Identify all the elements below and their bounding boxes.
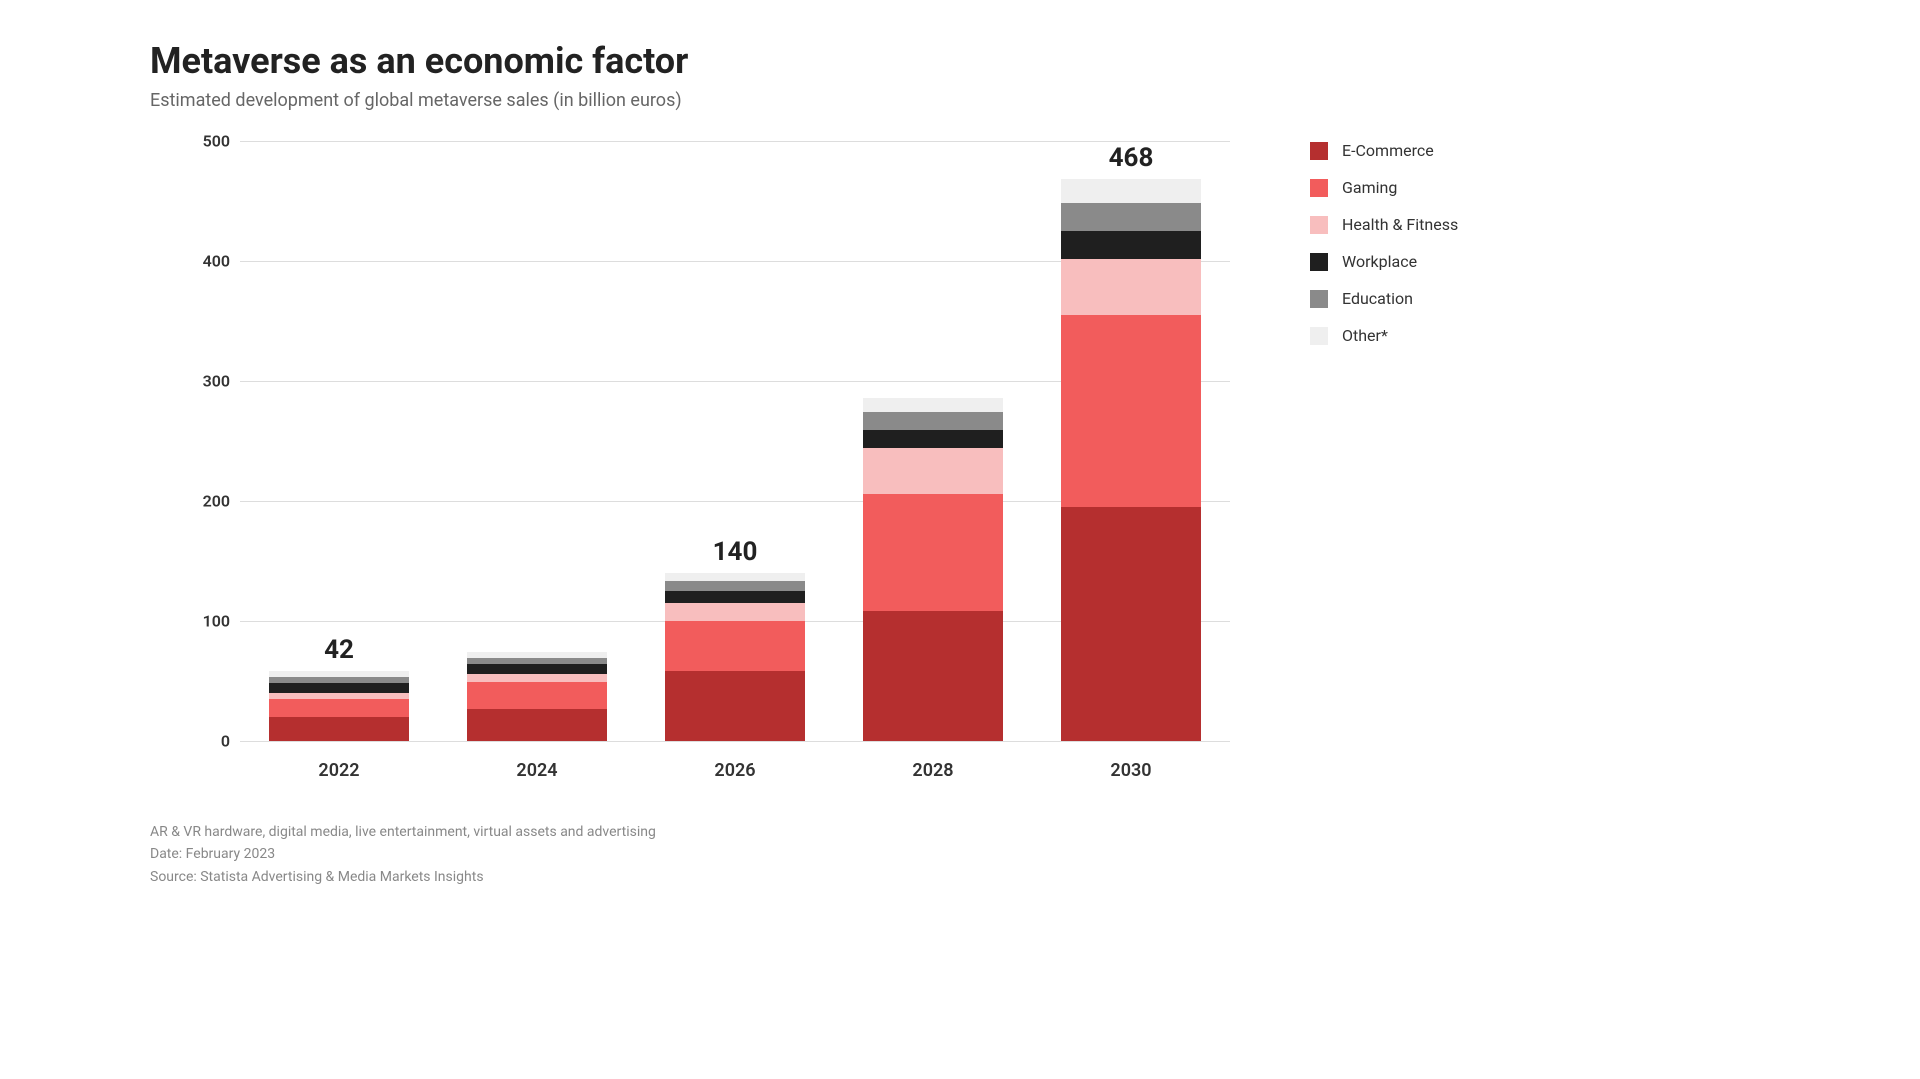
bar-segment — [1061, 315, 1201, 507]
x-tick-label: 2022 — [269, 760, 409, 781]
y-tick-label: 300 — [150, 372, 230, 391]
bars-row: 42 140 468 — [240, 141, 1230, 741]
bar-group: 140 — [665, 141, 805, 741]
bar-stack — [467, 652, 607, 741]
bar-group — [467, 141, 607, 741]
legend-item: E-Commerce — [1310, 141, 1458, 160]
bar-stack: 468 — [1061, 179, 1201, 741]
bar-total-label: 140 — [713, 537, 758, 567]
legend-label: Gaming — [1342, 178, 1397, 197]
legend-swatch — [1310, 327, 1328, 345]
footnote-line: Source: Statista Advertising & Media Mar… — [150, 866, 1770, 888]
legend-label: Workplace — [1342, 252, 1417, 271]
legend-label: Other* — [1342, 326, 1388, 345]
legend-item: Gaming — [1310, 178, 1458, 197]
bar-stack: 140 — [665, 573, 805, 741]
bar-total-label: 42 — [324, 635, 354, 665]
legend-swatch — [1310, 142, 1328, 160]
bar-group — [863, 141, 1003, 741]
bar-segment — [1061, 507, 1201, 741]
bar-segment — [467, 664, 607, 674]
bar-segment — [1061, 179, 1201, 203]
bar-segment — [1061, 231, 1201, 259]
bar-segment — [467, 674, 607, 682]
bar-segment — [665, 591, 805, 603]
legend-label: Health & Fitness — [1342, 215, 1458, 234]
legend-swatch — [1310, 216, 1328, 234]
x-axis-labels: 2022 2024 2026 2028 2030 — [240, 760, 1230, 781]
legend-swatch — [1310, 290, 1328, 308]
bar-segment — [665, 573, 805, 581]
legend-item: Workplace — [1310, 252, 1458, 271]
bar-segment — [1061, 259, 1201, 315]
y-tick-label: 100 — [150, 612, 230, 631]
bar-group: 468 — [1061, 141, 1201, 741]
legend-swatch — [1310, 253, 1328, 271]
bar-segment — [467, 682, 607, 708]
bar-segment — [269, 683, 409, 693]
grid-line — [240, 741, 1230, 742]
legend: E-Commerce Gaming Health & Fitness Workplac… — [1310, 141, 1458, 363]
legend-swatch — [1310, 179, 1328, 197]
bar-stack — [863, 398, 1003, 741]
footnote-line: Date: February 2023 — [150, 843, 1770, 865]
legend-label: E-Commerce — [1342, 141, 1434, 160]
chart-subtitle: Estimated development of global metavers… — [150, 90, 1770, 111]
bar-segment — [269, 717, 409, 741]
bar-segment — [665, 671, 805, 741]
bar-segment — [1061, 203, 1201, 231]
bar-segment — [863, 494, 1003, 612]
bar-segment — [863, 448, 1003, 494]
bar-total-label: 468 — [1109, 143, 1154, 173]
bar-segment — [665, 621, 805, 671]
x-tick-label: 2026 — [665, 760, 805, 781]
footnotes: AR & VR hardware, digital media, live en… — [150, 821, 1770, 888]
bar-segment — [863, 611, 1003, 741]
bar-segment — [863, 412, 1003, 430]
y-tick-label: 200 — [150, 492, 230, 511]
bar-group: 42 — [269, 141, 409, 741]
y-tick-label: 500 — [150, 132, 230, 151]
plot-area: 42 140 468 — [240, 141, 1230, 741]
legend-item: Other* — [1310, 326, 1458, 345]
bar-segment — [269, 699, 409, 717]
chart-title: Metaverse as an economic factor — [150, 40, 1770, 82]
bar-segment — [863, 398, 1003, 412]
chart-area: 0100200300400500 42140468 20222024202620… — [150, 141, 1250, 791]
y-tick-label: 400 — [150, 252, 230, 271]
x-tick-label: 2028 — [863, 760, 1003, 781]
bar-segment — [863, 430, 1003, 448]
bar-segment — [467, 709, 607, 741]
legend-item: Health & Fitness — [1310, 215, 1458, 234]
x-tick-label: 2030 — [1061, 760, 1201, 781]
y-tick-label: 0 — [150, 732, 230, 751]
footnote-line: AR & VR hardware, digital media, live en… — [150, 821, 1770, 843]
bar-stack: 42 — [269, 671, 409, 741]
bar-segment — [665, 603, 805, 621]
legend-label: Education — [1342, 289, 1413, 308]
x-tick-label: 2024 — [467, 760, 607, 781]
bar-segment — [665, 581, 805, 591]
chart-container: 0100200300400500 42140468 20222024202620… — [150, 141, 1770, 791]
legend-item: Education — [1310, 289, 1458, 308]
